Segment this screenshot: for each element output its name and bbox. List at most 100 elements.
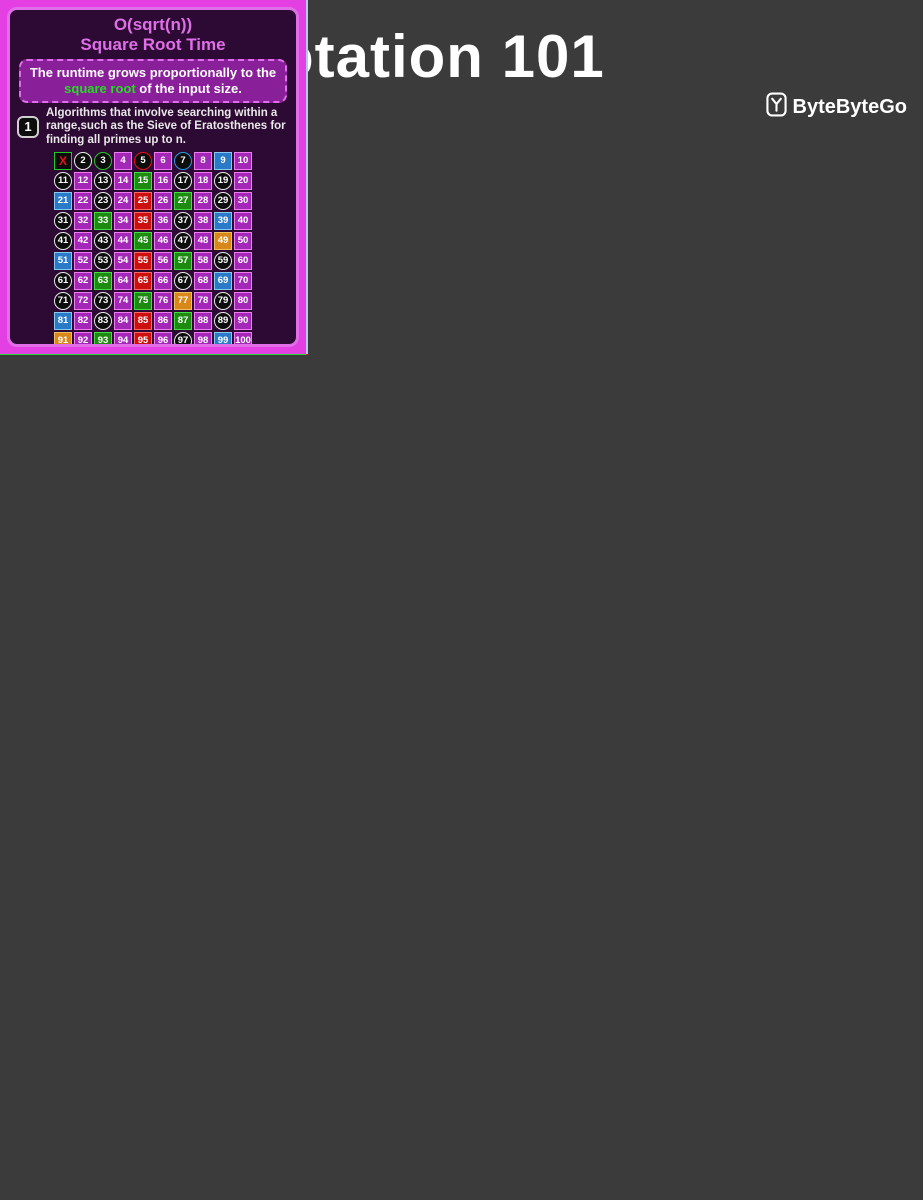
sieve-cell: 56 <box>154 251 172 270</box>
sieve-cell: X <box>54 151 72 170</box>
bytebytego-logo-icon <box>765 92 787 122</box>
sieve-cell: 2 <box>74 151 92 170</box>
sieve-cell: 5 <box>134 151 152 170</box>
sieve-cell: 15 <box>134 171 152 190</box>
sieve-cell: 69 <box>214 271 232 290</box>
text-segment: square root <box>64 80 136 96</box>
sieve-cell: 78 <box>194 291 212 310</box>
sieve-cell: 62 <box>74 271 92 290</box>
sieve-cell: 11 <box>54 171 72 190</box>
sieve-cell: 12 <box>74 171 92 190</box>
sieve-cell: 71 <box>54 291 72 310</box>
sieve-cell: 94 <box>114 331 132 344</box>
sieve-cell: 26 <box>154 191 172 210</box>
sieve-cell: 37 <box>174 211 192 230</box>
sieve-cell: 34 <box>114 211 132 230</box>
sieve-cell: 13 <box>94 171 112 190</box>
sieve-cell: 35 <box>134 211 152 230</box>
sieve-cell: 31 <box>54 211 72 230</box>
sieve-cell: 68 <box>194 271 212 290</box>
sieve-cell: 80 <box>234 291 252 310</box>
sieve-cell: 23 <box>94 191 112 210</box>
sieve-cell: 43 <box>94 231 112 250</box>
sieve-cell: 65 <box>134 271 152 290</box>
sieve-cell: 77 <box>174 291 192 310</box>
sieve-cell: 49 <box>214 231 232 250</box>
sieve-cell: 28 <box>194 191 212 210</box>
sieve-cell: 6 <box>154 151 172 170</box>
sieve-cell: 20 <box>234 171 252 190</box>
sieve-cell: 99 <box>214 331 232 344</box>
sieve-cell: 32 <box>74 211 92 230</box>
sieve-cell: 55 <box>134 251 152 270</box>
sieve-cell: 38 <box>194 211 212 230</box>
sieve-cell: 70 <box>234 271 252 290</box>
sieve-cell: 81 <box>54 311 72 330</box>
panel-osqrtn: O(sqrt(n)) Square Root Time The runtime g… <box>7 7 299 347</box>
panel-description: The runtime grows proportionally to the … <box>19 59 287 103</box>
sieve-cell: 66 <box>154 271 172 290</box>
sieve-cell: 96 <box>154 331 172 344</box>
sieve-cell: 48 <box>194 231 212 250</box>
sieve-cell: 22 <box>74 191 92 210</box>
sieve-cell: 91 <box>54 331 72 344</box>
sieve-cell: 93 <box>94 331 112 344</box>
sieve-cell: 74 <box>114 291 132 310</box>
sieve-cell: 29 <box>214 191 232 210</box>
sieve-cell: 83 <box>94 311 112 330</box>
sieve-cell: 51 <box>54 251 72 270</box>
sieve-cell: 36 <box>154 211 172 230</box>
sieve-cell: 89 <box>214 311 232 330</box>
sieve-cell: 44 <box>114 231 132 250</box>
sieve-cell: 39 <box>214 211 232 230</box>
sieve-cell: 84 <box>114 311 132 330</box>
sieve-cell: 79 <box>214 291 232 310</box>
sieve-cell: 95 <box>134 331 152 344</box>
sieve-cell: 59 <box>214 251 232 270</box>
sieve-cell: 97 <box>174 331 192 344</box>
sieve-cell: 4 <box>114 151 132 170</box>
sieve-cell: 3 <box>94 151 112 170</box>
step-1: 1 Algorithms that involve searching with… <box>17 107 289 148</box>
sieve-cell: 18 <box>194 171 212 190</box>
sieve-cell: 41 <box>54 231 72 250</box>
sieve-cell: 46 <box>154 231 172 250</box>
sieve-cell: 64 <box>114 271 132 290</box>
sieve-cell: 82 <box>74 311 92 330</box>
sieve-cell: 7 <box>174 151 192 170</box>
sieve-cell: 10 <box>234 151 252 170</box>
sieve-cell: 21 <box>54 191 72 210</box>
sieve-cell: 16 <box>154 171 172 190</box>
sieve-cell: 33 <box>94 211 112 230</box>
sieve-cell: 87 <box>174 311 192 330</box>
text-segment: The runtime grows proportionally to the <box>29 65 277 81</box>
sieve-cell: 57 <box>174 251 192 270</box>
sieve-cell: 50 <box>234 231 252 250</box>
sieve-cell: 76 <box>154 291 172 310</box>
sieve-cell: 47 <box>174 231 192 250</box>
sieve-cell: 25 <box>134 191 152 210</box>
sieve-cell: 30 <box>234 191 252 210</box>
sieve-cell: 27 <box>174 191 192 210</box>
sieve-cell: 86 <box>154 311 172 330</box>
sieve-cell: 92 <box>74 331 92 344</box>
sieve-cell: 53 <box>94 251 112 270</box>
sieve-cell: 73 <box>94 291 112 310</box>
sieve-cell: 67 <box>174 271 192 290</box>
sieve-cell: 63 <box>94 271 112 290</box>
sieve-cell: 24 <box>114 191 132 210</box>
sieve-cell: 17 <box>174 171 192 190</box>
sieve-cell: 42 <box>74 231 92 250</box>
sieve-cell: 90 <box>234 311 252 330</box>
sieve-cell: 88 <box>194 311 212 330</box>
sieve-cell: 61 <box>54 271 72 290</box>
sieve-cell: 72 <box>74 291 92 310</box>
sieve-cell: 60 <box>234 251 252 270</box>
sieve-cell: 9 <box>214 151 232 170</box>
panel-osqrtn-frame: O(sqrt(n)) Square Root Time The runtime g… <box>0 0 306 354</box>
sieve-cell: 98 <box>194 331 212 344</box>
sieve-cell: 52 <box>74 251 92 270</box>
brand: ByteByteGo <box>765 92 907 122</box>
sieve-cell: 58 <box>194 251 212 270</box>
sieve-cell: 100 <box>234 331 252 344</box>
